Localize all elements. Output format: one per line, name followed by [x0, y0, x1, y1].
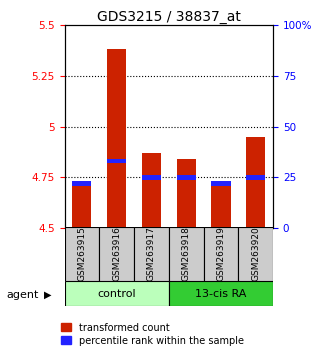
Text: GSM263917: GSM263917 — [147, 227, 156, 281]
Bar — [142, 175, 161, 180]
Bar — [65, 281, 169, 306]
Legend: transformed count, percentile rank within the sample: transformed count, percentile rank withi… — [61, 323, 244, 346]
Bar — [107, 49, 126, 228]
Text: 13-cis RA: 13-cis RA — [195, 289, 247, 299]
Bar — [72, 181, 91, 186]
Bar — [177, 175, 196, 180]
Bar — [212, 181, 230, 186]
Text: GSM263918: GSM263918 — [182, 227, 191, 281]
Bar — [72, 184, 91, 228]
Bar — [169, 227, 204, 281]
Text: GSM263920: GSM263920 — [251, 227, 260, 281]
Bar — [177, 159, 196, 228]
Text: agent: agent — [7, 290, 39, 299]
Bar — [212, 184, 230, 228]
Bar — [65, 227, 99, 281]
Text: control: control — [97, 289, 136, 299]
Bar — [169, 281, 273, 306]
Text: GSM263916: GSM263916 — [112, 227, 121, 281]
Bar — [246, 175, 265, 180]
Bar — [134, 227, 169, 281]
Bar — [238, 227, 273, 281]
Bar — [204, 227, 238, 281]
Bar — [246, 137, 265, 228]
Bar — [99, 227, 134, 281]
Text: ▶: ▶ — [44, 290, 52, 299]
Bar — [107, 159, 126, 164]
Title: GDS3215 / 38837_at: GDS3215 / 38837_at — [97, 10, 241, 24]
Text: GSM263915: GSM263915 — [77, 227, 86, 281]
Bar — [142, 153, 161, 228]
Text: GSM263919: GSM263919 — [216, 227, 225, 281]
